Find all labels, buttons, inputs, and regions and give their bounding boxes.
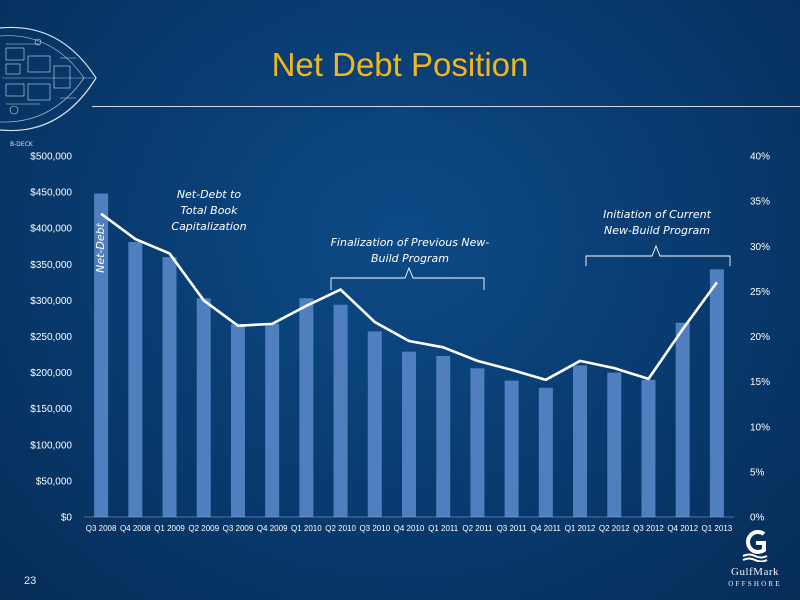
slide-title: Net Debt Position	[271, 46, 529, 83]
y2-tick-label: 20%	[750, 332, 770, 343]
blueprint-label: B-DECK	[10, 141, 33, 148]
y2-tick-label: 15%	[750, 377, 770, 388]
y-tick-label: $0	[61, 513, 73, 524]
y-tick-label: $500,000	[30, 152, 72, 163]
x-axis-ticks: Q3 2008 Q4 2008 Q1 2009 Q2 2009 Q3 2009 Q4 20…	[86, 524, 733, 533]
line-series	[100, 212, 718, 382]
bar	[299, 298, 314, 517]
y-tick-label: $400,000	[30, 224, 72, 235]
x-tick-label: Q4 2011	[531, 524, 562, 533]
x-tick-label: Q3 2012	[633, 524, 664, 533]
bar	[265, 323, 280, 517]
bar	[573, 365, 588, 517]
bar	[675, 322, 690, 517]
x-tick-label: Q2 2011	[462, 524, 493, 533]
bar	[333, 304, 348, 517]
right-axis-ticks: 0% 5% 10% 15% 20% 25% 30% 35% 40%	[750, 152, 770, 524]
x-tick-label: Q2 2010	[325, 524, 356, 533]
x-tick-label: Q3 2008	[86, 524, 117, 533]
y2-tick-label: 35%	[750, 197, 770, 208]
bar	[538, 387, 553, 517]
left-axis-ticks: $0 $50,000 $100,000 $150,000 $200,000 $250,00…	[30, 152, 72, 524]
y-tick-label: $100,000	[30, 440, 72, 451]
bar	[230, 324, 245, 517]
y-tick-label: $350,000	[30, 260, 72, 271]
bar	[607, 372, 622, 517]
annotation-previous-line-2: Build Program	[371, 252, 449, 265]
gulfmark-g-icon	[742, 530, 768, 562]
logo-name: GulfMark	[731, 566, 779, 578]
x-tick-label: Q1 2012	[565, 524, 596, 533]
bar	[709, 269, 724, 517]
bar	[162, 257, 177, 517]
bracket-previous-build	[330, 266, 485, 290]
bar	[367, 331, 382, 517]
x-tick-label: Q4 2008	[120, 524, 151, 533]
y-tick-label: $250,000	[30, 332, 72, 343]
bar	[94, 193, 109, 517]
y2-tick-label: 0%	[750, 513, 765, 524]
x-tick-label: Q2 2012	[599, 524, 630, 533]
page-number: 23	[24, 575, 37, 587]
y2-tick-label: 25%	[750, 287, 770, 298]
x-tick-label: Q1 2013	[702, 524, 733, 533]
annotation-previous-line-1: Finalization of Previous New-	[331, 236, 490, 249]
x-tick-label: Q4 2010	[394, 524, 425, 533]
x-tick-label: Q1 2010	[291, 524, 322, 533]
annotation-current-line-1: Initiation of Current	[603, 208, 711, 221]
bracket-current-build	[585, 244, 731, 266]
x-tick-label: Q3 2010	[359, 524, 390, 533]
y-tick-label: $450,000	[30, 188, 72, 199]
y-tick-label: $300,000	[30, 296, 72, 307]
x-tick-label: Q4 2012	[667, 524, 698, 533]
y2-tick-label: 10%	[750, 422, 770, 433]
bar	[504, 380, 519, 517]
x-tick-label: Q3 2009	[223, 524, 254, 533]
y2-tick-label: 40%	[750, 152, 770, 163]
bar-series	[94, 193, 724, 517]
title-divider	[92, 106, 800, 107]
y2-tick-label: 30%	[750, 242, 770, 253]
x-tick-label: Q4 2009	[257, 524, 288, 533]
annotations: Net-Debt Net-Debt to Total Book Capitali…	[94, 188, 731, 290]
company-logo: GulfMark OFFSHORE	[722, 528, 788, 598]
annotation-current-line-2: New-Build Program	[604, 224, 710, 237]
bar	[436, 355, 451, 517]
x-tick-label: Q1 2009	[154, 524, 185, 533]
x-tick-label: Q2 2009	[188, 524, 219, 533]
annotation-ratio-line-1: Net-Debt to	[177, 188, 242, 201]
y-tick-label: $50,000	[36, 476, 73, 487]
bar	[128, 241, 143, 517]
annotation-ratio-line-3: Capitalization	[171, 220, 246, 233]
series-label-net-debt: Net-Debt	[94, 222, 107, 272]
y-tick-label: $150,000	[30, 404, 72, 415]
y2-tick-label: 5%	[750, 467, 765, 478]
x-tick-label: Q3 2011	[497, 524, 528, 533]
bar	[196, 298, 211, 517]
bar	[470, 368, 485, 517]
y-tick-label: $200,000	[30, 368, 72, 379]
annotation-ratio-line-2: Total Book	[180, 204, 238, 217]
bar	[402, 351, 416, 517]
bar	[641, 379, 656, 517]
logo-sub: OFFSHORE	[728, 580, 782, 588]
ship-blueprint-icon	[0, 26, 97, 132]
x-tick-label: Q1 2011	[428, 524, 459, 533]
